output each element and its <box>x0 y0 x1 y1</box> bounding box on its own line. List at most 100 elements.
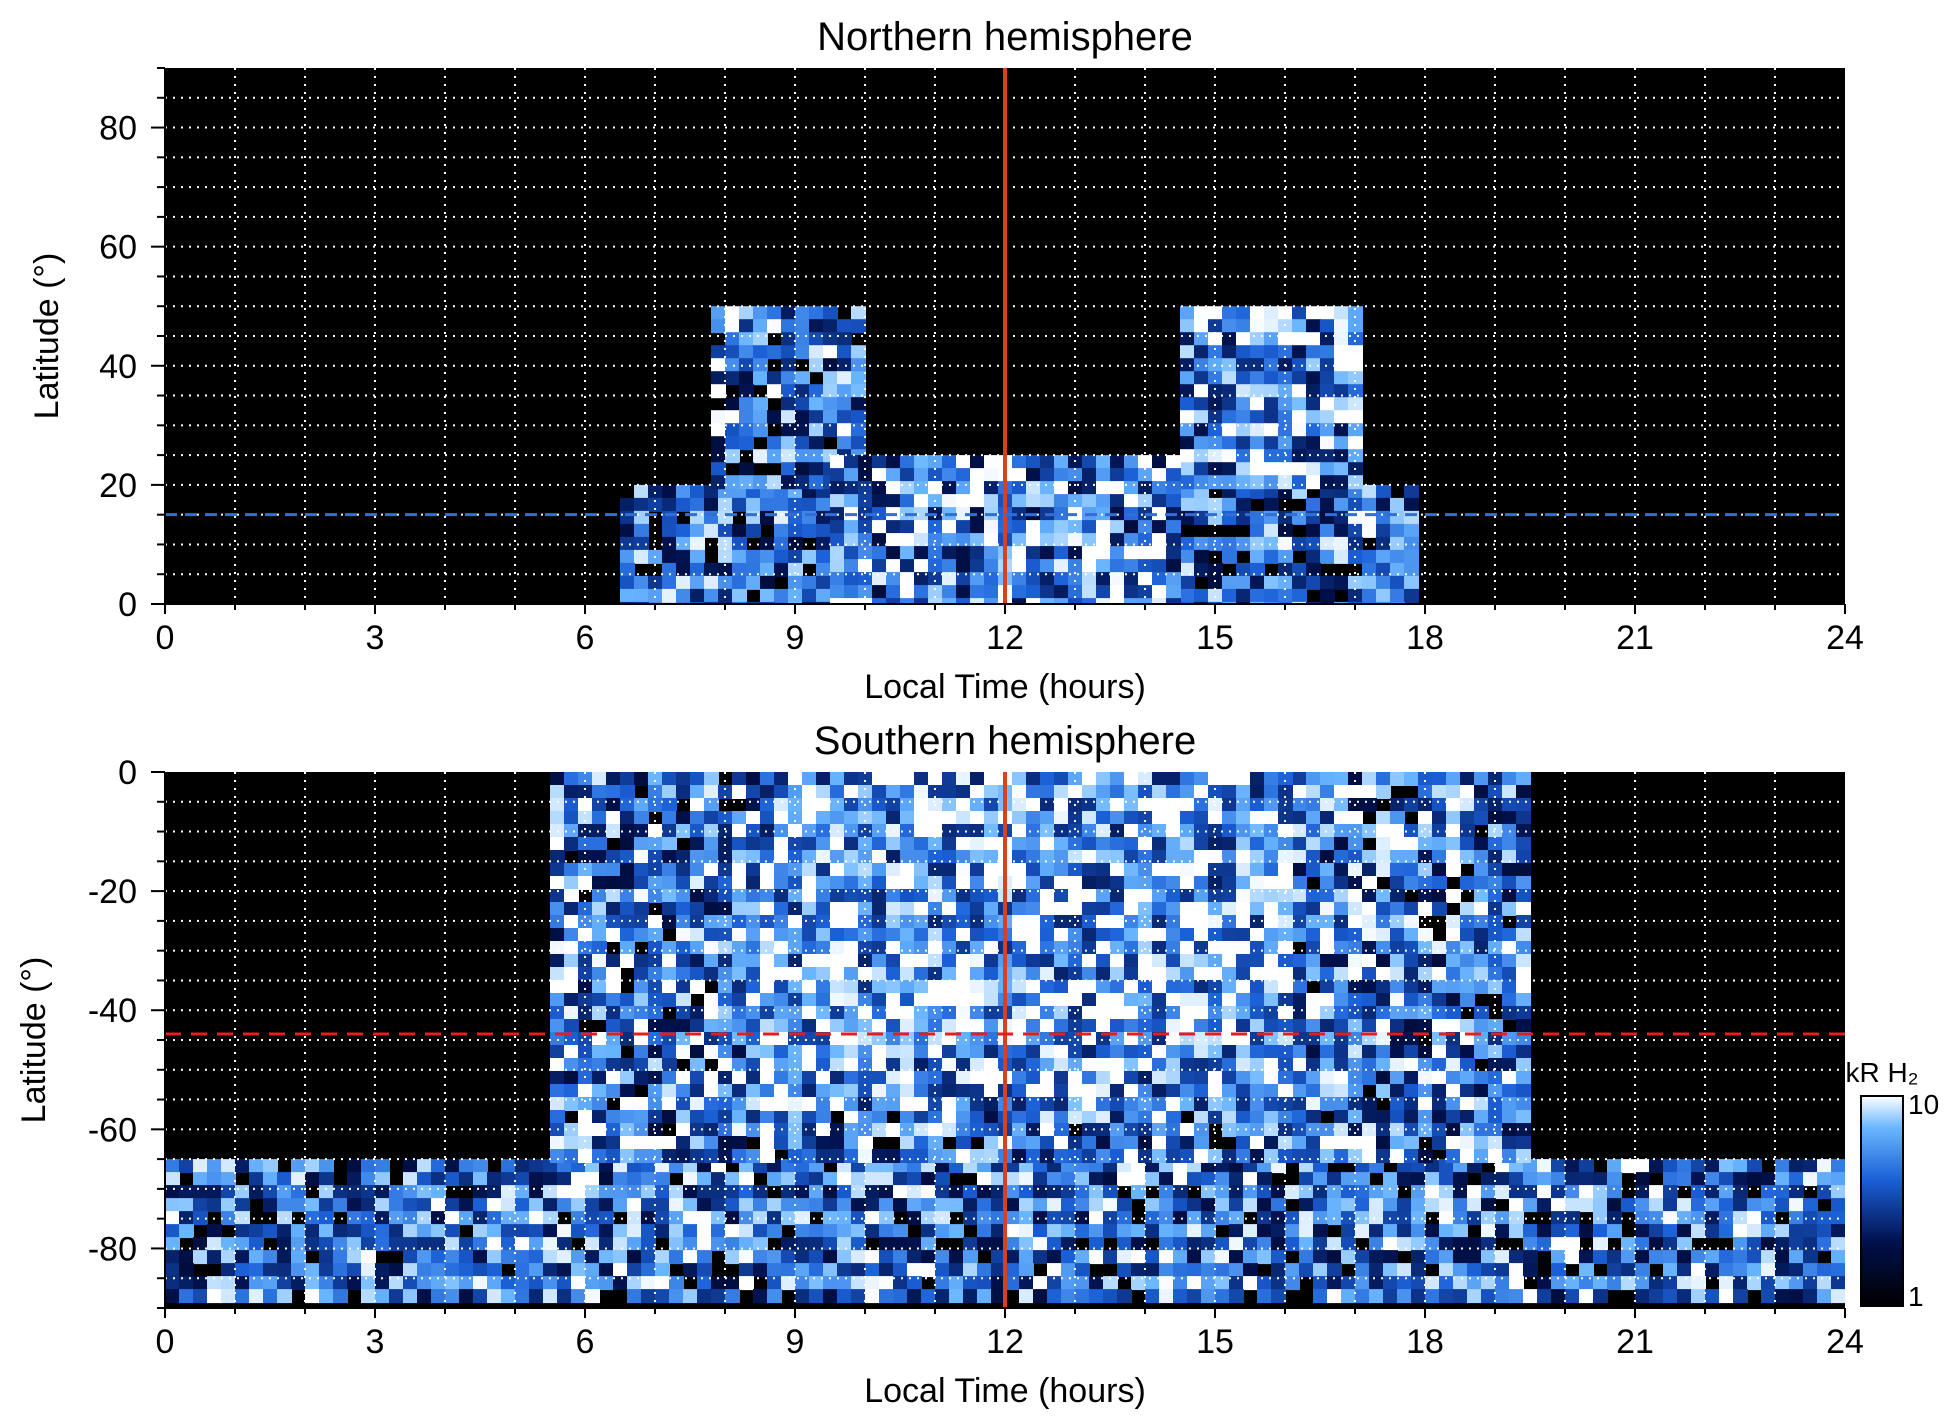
heatmap-cell <box>1320 1071 1335 1085</box>
heatmap-cell <box>1082 572 1097 587</box>
x-tick-label: 6 <box>576 619 595 657</box>
heatmap-cell <box>431 1224 446 1239</box>
heatmap-cell <box>1579 1172 1594 1187</box>
heatmap-cell <box>1467 1211 1482 1226</box>
heatmap-cell <box>1334 475 1349 490</box>
heatmap-cell <box>844 837 859 851</box>
heatmap-cell <box>893 1237 908 1252</box>
heatmap-cell <box>767 384 782 399</box>
heatmap-cell <box>1320 345 1335 360</box>
heatmap-cell <box>788 536 803 551</box>
heatmap-cell <box>1593 1172 1608 1187</box>
heatmap-cell <box>1292 332 1307 347</box>
heatmap-cell <box>1705 1172 1720 1187</box>
heatmap-cell <box>1334 980 1349 994</box>
heatmap-cell <box>704 954 719 968</box>
heatmap-cell <box>1110 876 1125 890</box>
heatmap-cell <box>1145 1198 1160 1213</box>
heatmap-cell <box>277 1263 292 1278</box>
heatmap-cell <box>690 1110 705 1124</box>
heatmap-cell <box>1460 1045 1475 1059</box>
heatmap-cell <box>1208 319 1223 334</box>
heatmap-cell <box>1236 462 1251 477</box>
heatmap-cell <box>1551 1263 1566 1278</box>
heatmap-cell <box>830 941 845 955</box>
heatmap-cell <box>1418 1019 1433 1033</box>
heatmap-cell <box>1376 1149 1391 1163</box>
heatmap-cell <box>1250 824 1265 838</box>
heatmap-cell <box>1432 837 1447 851</box>
heatmap-cell <box>207 1185 222 1200</box>
heatmap-cell <box>1418 772 1433 786</box>
heatmap-cell <box>1152 889 1167 903</box>
heatmap-cell <box>1348 876 1363 890</box>
heatmap-cell <box>809 423 824 438</box>
heatmap-cell <box>1390 588 1405 603</box>
heatmap-cell <box>1264 345 1279 360</box>
heatmap-cell <box>1082 889 1097 903</box>
heatmap-cell <box>984 772 999 786</box>
heatmap-cell <box>1026 980 1041 994</box>
heatmap-cell <box>1138 468 1153 483</box>
heatmap-cell <box>1138 928 1153 942</box>
heatmap-cell <box>361 1185 376 1200</box>
heatmap-cell <box>781 449 796 464</box>
heatmap-cell <box>179 1289 194 1304</box>
heatmap-cell <box>1516 1097 1531 1111</box>
heatmap-cell <box>1404 837 1419 851</box>
heatmap-cell <box>1677 1211 1692 1226</box>
heatmap-cell <box>1236 915 1251 929</box>
heatmap-cell <box>1012 1149 1027 1163</box>
heatmap-cell <box>249 1276 264 1291</box>
heatmap-cell <box>1418 954 1433 968</box>
heatmap-cell <box>1404 915 1419 929</box>
heatmap-cell <box>760 785 775 799</box>
heatmap-cell <box>1376 1084 1391 1098</box>
heatmap-cell <box>620 798 635 812</box>
heatmap-cell <box>1348 536 1363 551</box>
heatmap-cell <box>1593 1198 1608 1213</box>
heatmap-cell <box>830 585 845 600</box>
heatmap-cell <box>816 510 831 525</box>
heatmap-cell <box>1593 1250 1608 1265</box>
heatmap-cell <box>928 811 943 825</box>
heatmap-cell <box>641 1237 656 1252</box>
heatmap-cell <box>1306 902 1321 916</box>
heatmap-cell <box>690 980 705 994</box>
heatmap-cell <box>1236 1110 1251 1124</box>
heatmap-cell <box>1222 449 1237 464</box>
heatmap-cell <box>900 967 915 981</box>
heatmap-cell <box>1159 1263 1174 1278</box>
heatmap-cell <box>550 1110 565 1124</box>
heatmap-cell <box>1355 1185 1370 1200</box>
heatmap-cell <box>1257 1211 1272 1226</box>
heatmap-cell <box>697 1198 712 1213</box>
y-tick-label: 0 <box>118 586 137 624</box>
heatmap-cell <box>550 772 565 786</box>
heatmap-cell <box>1012 967 1027 981</box>
heatmap-cell <box>235 1185 250 1200</box>
heatmap-cell <box>1264 449 1279 464</box>
heatmap-cell <box>1040 533 1055 548</box>
heatmap-cell <box>725 306 740 321</box>
heatmap-cell <box>1369 1211 1384 1226</box>
heatmap-cell <box>1334 850 1349 864</box>
heatmap-cell <box>872 494 887 509</box>
heatmap-cell <box>179 1159 194 1174</box>
heatmap-cell <box>550 967 565 981</box>
heatmap-cell <box>1509 1185 1524 1200</box>
heatmap-cell <box>1152 520 1167 535</box>
heatmap-cell <box>872 598 887 604</box>
heatmap-cell <box>1397 1172 1412 1187</box>
heatmap-cell <box>1082 772 1097 786</box>
heatmap-cell <box>1334 1110 1349 1124</box>
heatmap-cell <box>1250 462 1265 477</box>
heatmap-cell <box>984 928 999 942</box>
heatmap-cell <box>914 785 929 799</box>
heatmap-cell <box>1803 1276 1818 1291</box>
heatmap-cell <box>1026 494 1041 509</box>
heatmap-cell <box>585 1276 600 1291</box>
heatmap-cell <box>767 1198 782 1213</box>
heatmap-cell <box>809 1198 824 1213</box>
heatmap-cell <box>1124 785 1139 799</box>
